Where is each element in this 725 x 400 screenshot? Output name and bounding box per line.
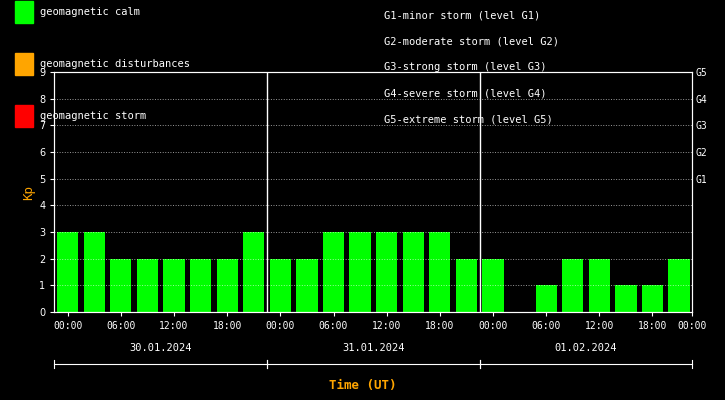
Bar — [110, 259, 131, 312]
Text: geomagnetic calm: geomagnetic calm — [40, 7, 140, 17]
Bar — [536, 285, 557, 312]
Bar — [616, 285, 637, 312]
Text: G5-extreme storm (level G5): G5-extreme storm (level G5) — [384, 114, 553, 124]
Text: G4-severe storm (level G4): G4-severe storm (level G4) — [384, 88, 547, 98]
Text: 01.02.2024: 01.02.2024 — [555, 343, 617, 353]
Bar — [270, 259, 291, 312]
Bar — [642, 285, 663, 312]
Bar — [668, 259, 689, 312]
Bar — [57, 232, 78, 312]
Text: geomagnetic storm: geomagnetic storm — [40, 111, 146, 121]
Bar — [456, 259, 477, 312]
Bar — [376, 232, 397, 312]
Text: 30.01.2024: 30.01.2024 — [130, 343, 192, 353]
Bar — [297, 259, 318, 312]
Bar — [429, 232, 450, 312]
Text: G2-moderate storm (level G2): G2-moderate storm (level G2) — [384, 36, 559, 46]
Bar — [589, 259, 610, 312]
Bar — [482, 259, 504, 312]
Y-axis label: Kp: Kp — [22, 184, 35, 200]
Bar — [163, 259, 185, 312]
Bar — [562, 259, 584, 312]
Text: G1-minor storm (level G1): G1-minor storm (level G1) — [384, 10, 541, 20]
Bar — [190, 259, 211, 312]
Bar — [349, 232, 370, 312]
Text: geomagnetic disturbances: geomagnetic disturbances — [40, 59, 190, 69]
Text: 31.01.2024: 31.01.2024 — [342, 343, 405, 353]
Bar — [243, 232, 265, 312]
Bar — [402, 232, 424, 312]
Bar — [323, 232, 344, 312]
Bar — [137, 259, 158, 312]
Bar — [83, 232, 105, 312]
Text: G3-strong storm (level G3): G3-strong storm (level G3) — [384, 62, 547, 72]
Text: Time (UT): Time (UT) — [328, 379, 397, 392]
Bar — [217, 259, 238, 312]
